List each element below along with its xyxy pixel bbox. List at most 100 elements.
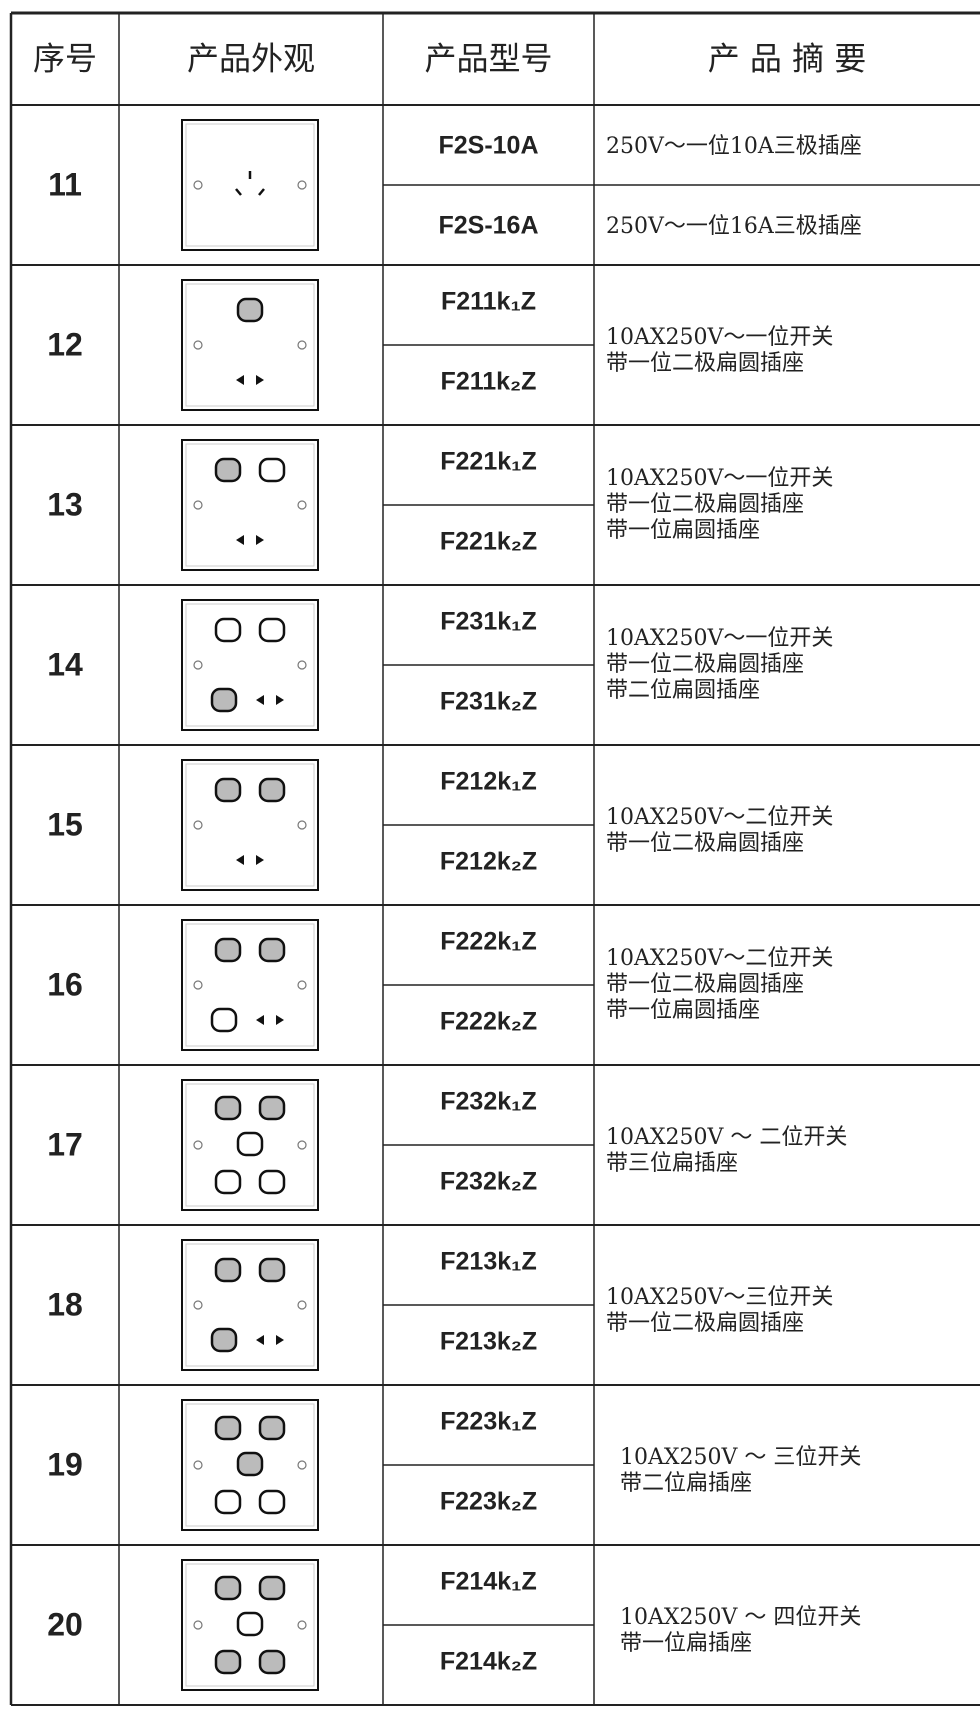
model-code: F2S-16A [438,212,538,240]
screw [193,500,203,510]
plate-icon [181,1239,319,1371]
pin [256,855,264,865]
plate-inner [185,443,315,567]
plate-icon [181,279,319,411]
screw [297,500,307,510]
summary: 带二位扁插座 [620,1471,752,1496]
plate-icon [181,1399,319,1531]
pin [258,188,265,196]
button [258,777,286,803]
model-code: F232k₁Z [440,1088,537,1116]
plate-inner [185,283,315,407]
screw [193,980,203,990]
row-number: 16 [47,966,83,1002]
plate [181,599,319,731]
summary: 10AX250V ～ 三位开关 [620,1445,861,1470]
pin [235,188,242,196]
button [214,617,242,643]
button [214,1489,242,1515]
button [236,1451,264,1477]
model-code: F213k₁Z [440,1248,537,1276]
screw [193,1460,203,1470]
model-code: F222k₂Z [440,1008,537,1036]
pin [276,695,284,705]
screw [297,1620,307,1630]
button [258,1257,286,1283]
button [210,687,238,713]
row-number: 11 [48,166,82,202]
summary: 带一位扁插座 [620,1631,752,1656]
plate-inner [185,1563,315,1687]
screw [297,180,307,190]
summary: 10AX250V～二位开关 [606,946,833,971]
model-code: F222k₁Z [440,928,537,956]
summary: 250V～一位16A三极插座 [606,214,862,239]
plate-inner [185,123,315,247]
screw [193,1140,203,1150]
pin [256,1015,264,1025]
summary: 250V～一位10A三极插座 [606,134,862,159]
button [214,1649,242,1675]
pin [276,1015,284,1025]
button [214,1169,242,1195]
summary: 带一位二极扁圆插座 [606,652,804,677]
summary: 10AX250V～二位开关 [606,805,833,830]
button [258,617,286,643]
button [214,1575,242,1601]
model-code: F231k₂Z [440,688,537,716]
header-cell: 序号 [33,40,97,78]
plate [181,1239,319,1371]
pin [236,375,244,385]
summary: 带一位扁圆插座 [606,518,760,543]
button [258,457,286,483]
row-number: 13 [47,486,83,522]
button [258,1169,286,1195]
summary: 10AX250V～一位开关 [606,626,833,651]
screw [297,1300,307,1310]
pin [256,1335,264,1345]
summary: 10AX250V～三位开关 [606,1285,833,1310]
button [236,297,264,323]
screw [193,1620,203,1630]
pin [256,695,264,705]
button [210,1327,238,1353]
plate-icon [181,439,319,571]
button [258,1415,286,1441]
screw [297,660,307,670]
plate-inner [185,1403,315,1527]
screw [297,820,307,830]
screw [193,660,203,670]
plate-inner [185,603,315,727]
button [258,1489,286,1515]
summary: 10AX250V～一位开关 [606,325,833,350]
button [236,1611,264,1637]
model-code: F223k₁Z [440,1408,537,1436]
pin [276,1335,284,1345]
pin [236,855,244,865]
summary: 带三位扁插座 [606,1151,738,1176]
header-cell: 产 品 摘 要 [708,40,867,78]
button [210,1007,238,1033]
summary: 带一位二极扁圆插座 [606,492,804,517]
summary: 带一位二极扁圆插座 [606,1311,804,1336]
screw [297,980,307,990]
summary: 带一位二极扁圆插座 [606,831,804,856]
header-cell: 产品外观 [187,40,315,78]
button [236,1131,264,1157]
plate-inner [185,923,315,1047]
row-number: 14 [47,646,83,682]
model-code: F221k₂Z [440,528,537,556]
screw [193,180,203,190]
button [258,1095,286,1121]
plate [181,759,319,891]
screw [297,1140,307,1150]
button [214,457,242,483]
plate-icon [181,1079,319,1211]
model-code: F213k₂Z [440,1328,537,1356]
row-number: 15 [47,806,83,842]
model-code: F223k₂Z [440,1488,537,1516]
button [214,1257,242,1283]
plate [181,439,319,571]
model-code: F211k₁Z [441,288,536,316]
screw [193,820,203,830]
